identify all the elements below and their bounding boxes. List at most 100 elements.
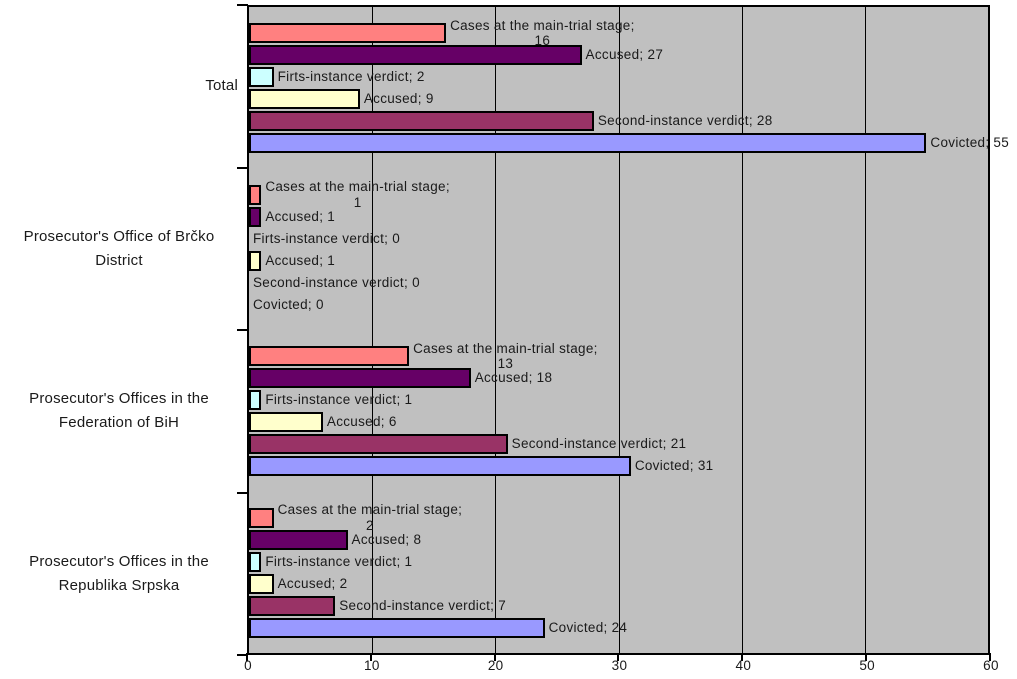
bar-row: Firts-instance verdict; 0	[249, 229, 988, 249]
bar	[249, 133, 927, 154]
bar-row: Cases at the main-trial stage; 13	[249, 341, 988, 371]
category-label-total: Total	[205, 77, 238, 95]
category-label-federation-bih: Prosecutor's Offices in the Federation o…	[29, 390, 209, 432]
bar	[249, 434, 508, 455]
bar	[249, 111, 594, 132]
x-axis-tick-label: 50	[859, 658, 875, 673]
bar-data-label: Second-instance verdict; 28	[597, 113, 773, 129]
bar-data-label: Accused; 8	[351, 531, 422, 547]
gridline	[495, 7, 497, 653]
bar	[249, 23, 447, 44]
y-axis-tick	[237, 4, 248, 6]
bar	[249, 551, 262, 572]
bar-row: Cases at the main-trial stage; 1	[249, 179, 988, 210]
x-axis-tick-label: 20	[487, 658, 504, 673]
x-axis-tick-label: 60	[983, 658, 999, 673]
bar-group: Cases at the main-trial stage; 16 Accused;…	[249, 7, 1009, 170]
bar-data-label: Accused; 6	[326, 414, 397, 430]
category-label-republika-srpska: Prosecutor's Offices in the Republika Sr…	[29, 552, 209, 594]
y-axis-tick	[237, 166, 248, 169]
bar-row: Second-instance verdict; 7	[249, 595, 988, 616]
bar-data-label: Covicted; 24	[548, 619, 628, 635]
bar-data-label: Second-instance verdict; 0	[253, 274, 420, 290]
x-axis-tick	[741, 653, 744, 661]
bar-data-label: Accused; 9	[363, 91, 434, 107]
x-axis-tick	[865, 653, 868, 661]
x-axis-tick	[246, 653, 248, 661]
plot-area: Cases at the main-trial stage; 16 Accused;…	[247, 5, 1009, 655]
bar-data-label: Accused; 2	[277, 575, 348, 591]
bar	[249, 89, 360, 110]
x-axis-tick-label: 0	[244, 658, 252, 673]
bar	[249, 368, 471, 389]
bar	[249, 45, 582, 66]
bar-row: Firts-instance verdict; 1	[249, 390, 988, 411]
bar-data-label: Firts-instance verdict; 0	[253, 230, 401, 246]
x-axis-tick-label: 30	[611, 658, 628, 673]
bar-data-label: Covicted; 31	[634, 458, 714, 474]
bar-row: Accused; 6	[249, 412, 988, 433]
bar-data-label: Second-instance verdict; 21	[511, 436, 687, 452]
bar-row: Accused; 8	[249, 529, 988, 550]
bar-data-label: Cases at the main-trial stage; 13	[413, 340, 598, 372]
x-axis-tick	[617, 653, 620, 661]
y-axis-tick	[237, 329, 248, 331]
bar-row: Accused; 2	[249, 573, 988, 594]
gridline	[864, 7, 866, 653]
bar-data-label: Covicted; 0	[253, 296, 324, 312]
x-axis-tick	[369, 653, 372, 661]
bar-data-label: Cases at the main-trial stage; 1	[265, 179, 450, 210]
bar-row: Covicted; 31	[249, 456, 988, 477]
bar	[249, 206, 262, 227]
bar-row: Second-instance verdict; 21	[249, 434, 988, 455]
bar	[249, 67, 274, 88]
bar	[249, 507, 274, 528]
bar-data-label: Firts-instance verdict; 2	[277, 69, 425, 85]
bar-data-label: Accused; 1	[265, 208, 336, 224]
bar-group: Cases at the main-trial stage; 13 Accused;…	[249, 330, 988, 493]
bar	[249, 595, 336, 616]
bar-data-label: Accused; 1	[265, 252, 336, 268]
bar-data-label: Second-instance verdict; 7	[339, 597, 507, 613]
bar	[249, 184, 262, 205]
bar-data-label: Accused; 27	[585, 47, 664, 63]
x-axis-tick	[493, 653, 496, 661]
bar	[249, 529, 348, 550]
bar-row: Cases at the main-trial stage; 2	[249, 502, 988, 533]
bar-data-label: Firts-instance verdict; 1	[265, 392, 413, 408]
bar-row: Accused; 1	[249, 250, 988, 271]
bar-group: Cases at the main-trial stage; 2 Accused; …	[249, 492, 988, 655]
bar	[249, 250, 262, 271]
bar-row: Second-instance verdict; 28	[249, 111, 988, 132]
bar-data-label: Accused; 18	[474, 370, 553, 386]
x-axis-tick-label: 10	[364, 658, 380, 673]
category-label-brcko-district: Prosecutor's Office of Brčko District	[23, 227, 215, 269]
gridline	[618, 7, 620, 653]
bar-row: Covicted; 24	[249, 617, 988, 638]
bar-row: Accused; 9	[249, 89, 988, 110]
gridline	[741, 7, 743, 653]
bar-data-label: Covicted; 55	[930, 135, 1010, 151]
bar-row: Firts-instance verdict; 1	[249, 551, 988, 572]
bar-row: Accused; 18	[249, 368, 988, 389]
y-axis-tick	[237, 491, 248, 494]
bar	[249, 617, 545, 638]
bar	[249, 346, 410, 367]
y-axis-tick	[237, 654, 248, 656]
bar	[249, 573, 274, 594]
bar-row: Accused; 1	[249, 206, 988, 227]
bar-data-label: Cases at the main-trial stage; 2	[277, 502, 463, 533]
gridline	[372, 7, 374, 653]
bar-row: Firts-instance verdict; 2	[249, 67, 988, 88]
bar	[249, 390, 262, 411]
x-axis-tick-label: 40	[735, 658, 752, 673]
bar-row: Covicted; 55	[249, 133, 1009, 154]
bar-data-label: Cases at the main-trial stage; 16	[450, 17, 635, 49]
bar-group: Cases at the main-trial stage; 1 Accused; …	[249, 169, 988, 332]
bar-row: Cases at the main-trial stage; 16	[249, 18, 988, 48]
x-axis-tick	[988, 653, 991, 661]
bar	[249, 456, 631, 477]
bar-row: Accused; 27	[249, 45, 988, 66]
bar-row: Second-instance verdict; 0	[249, 273, 988, 293]
